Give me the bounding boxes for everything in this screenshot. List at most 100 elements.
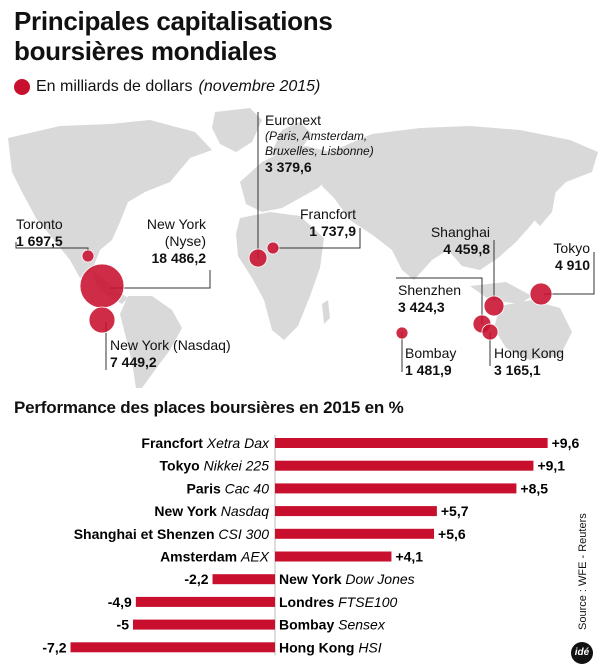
label-francfort-value: 1 737,9 [309,223,356,239]
bubble-bombay [395,326,409,340]
source-note: Source : WFE - Reuters [577,513,589,630]
publisher-logo: idé [571,642,593,664]
label-toronto-name: Toronto [16,216,63,232]
value-label-1: +9,1 [537,458,565,474]
label-nasdaq-name: New York (Nasdaq) [110,337,231,353]
label-toronto: Toronto 1 697,5 [16,216,63,250]
label-bombay: Bombay 1 481,9 [405,345,456,379]
label-bombay-value: 1 481,9 [405,362,452,378]
leader-nyse [110,270,211,289]
title: Principales capitalisations boursières m… [14,6,333,66]
north-america [8,120,212,278]
label-euronext-name: Euronext [265,112,322,128]
bubble-tokyo [529,282,553,306]
category-label-6: New York Dow Jones [279,571,415,587]
label-shenzhen: Shenzhen 3 424,3 [398,282,461,316]
leader-lines [15,112,595,372]
label-tokyo-value: 4 910 [554,257,590,273]
label-shenzhen-name: Shenzhen [398,282,462,298]
category-label-3: New York Nasdaq [154,503,269,519]
label-shanghai-value: 4 459,8 [443,241,490,257]
bar-3 [275,506,437,517]
bubble-euronext [248,248,268,268]
label-euronext-sub-2: Bruxelles, Lisbonne) [265,144,374,158]
bar-6 [212,574,275,585]
label-euronext: Euronext (Paris, Amsterdam, Bruxelles, L… [265,112,374,176]
label-francfort-name: Francfort [299,206,356,222]
category-label-5: Amsterdam AEX [160,549,270,565]
label-nyse-value: 18 486,2 [151,250,207,266]
bar-0 [275,438,548,448]
greenland [212,108,262,152]
asia [322,126,598,280]
value-label-7: -4,9 [108,594,132,610]
subtitle-date: (novembre 2015) [198,78,321,95]
bar-4 [275,528,435,539]
label-nasdaq-value: 7 449,2 [110,354,157,370]
label-shenzhen-value: 3 424,3 [398,299,445,315]
bubble-shanghai [483,295,505,317]
subtitle-text: En milliards de dollars [36,78,193,95]
market-bubbles [79,241,553,341]
bar-9 [70,642,276,653]
bar-7 [135,596,275,607]
leader-tokyo [544,252,595,295]
value-label-5: +4,1 [395,549,423,565]
label-nasdaq: New York (Nasdaq) 7 449,2 [110,337,231,371]
subtitle: En milliards de dollars (novembre 2015) [14,78,320,96]
label-euronext-value: 3 379,6 [265,159,312,175]
scandinavia [270,122,312,156]
bubble-toronto [81,249,95,263]
south-america [120,296,182,388]
europe [240,146,336,212]
madagascar [322,300,330,324]
label-shanghai-name: Shanghai [430,224,490,240]
value-label-6: -2,2 [184,571,208,587]
label-hongkong-value: 3 165,1 [494,362,541,378]
value-label-0: +9,6 [552,435,580,451]
bar-8 [133,619,275,630]
bubble-hongkong [481,323,499,341]
label-nyse-sub: (Nyse) [164,233,206,249]
label-euronext-sub-1: (Paris, Amsterdam, [265,129,368,143]
label-hongkong: Hong Kong 3 165,1 [494,345,564,379]
label-toronto-value: 1 697,5 [16,233,63,249]
label-hongkong-name: Hong Kong [494,345,565,361]
value-label-8: -5 [117,617,130,633]
label-bombay-name: Bombay [405,345,457,361]
label-tokyo-name: Tokyo [553,240,590,256]
leader-shenzhen [396,277,483,324]
bar-5 [275,551,392,562]
label-shanghai: Shanghai 4 459,8 [420,224,490,258]
value-label-4: +5,6 [438,526,466,542]
category-label-1: Tokyo Nikkei 225 [160,458,270,474]
perf-title: Performance des places boursières en 201… [14,398,404,417]
label-francfort: Francfort 1 737,9 [280,206,356,240]
category-label-4: Shanghai et Shenzen CSI 300 [74,526,270,542]
category-label-8: Bombay Sensex [279,617,386,633]
category-label-2: Paris Cac 40 [187,480,270,496]
label-nyse-name: New York [146,216,206,232]
title-line-1: Principales capitalisations [14,6,333,36]
label-tokyo: Tokyo 4 910 [540,240,590,274]
japan [534,182,556,226]
bubble-nasdaq [88,306,116,334]
category-label-7: Londres FTSE100 [279,594,397,610]
bar-1 [275,460,534,471]
value-label-3: +5,7 [441,503,469,519]
legend-dot [14,79,30,95]
continents [8,108,598,388]
bar-2 [275,483,517,494]
value-label-2: +8,5 [520,480,548,496]
value-label-9: -7,2 [42,639,66,655]
southeast-asia-islands [470,282,532,304]
label-nyse: New York (Nyse) 18 486,2 [128,216,206,267]
title-line-2: boursières mondiales [14,36,277,66]
australia [494,300,572,360]
category-label-0: Francfort Xetra Dax [141,435,270,451]
bubble-francfort [266,241,280,255]
world-map [8,108,598,388]
leader-francfort [276,228,361,249]
category-label-9: Hong Kong HSI [279,639,382,655]
